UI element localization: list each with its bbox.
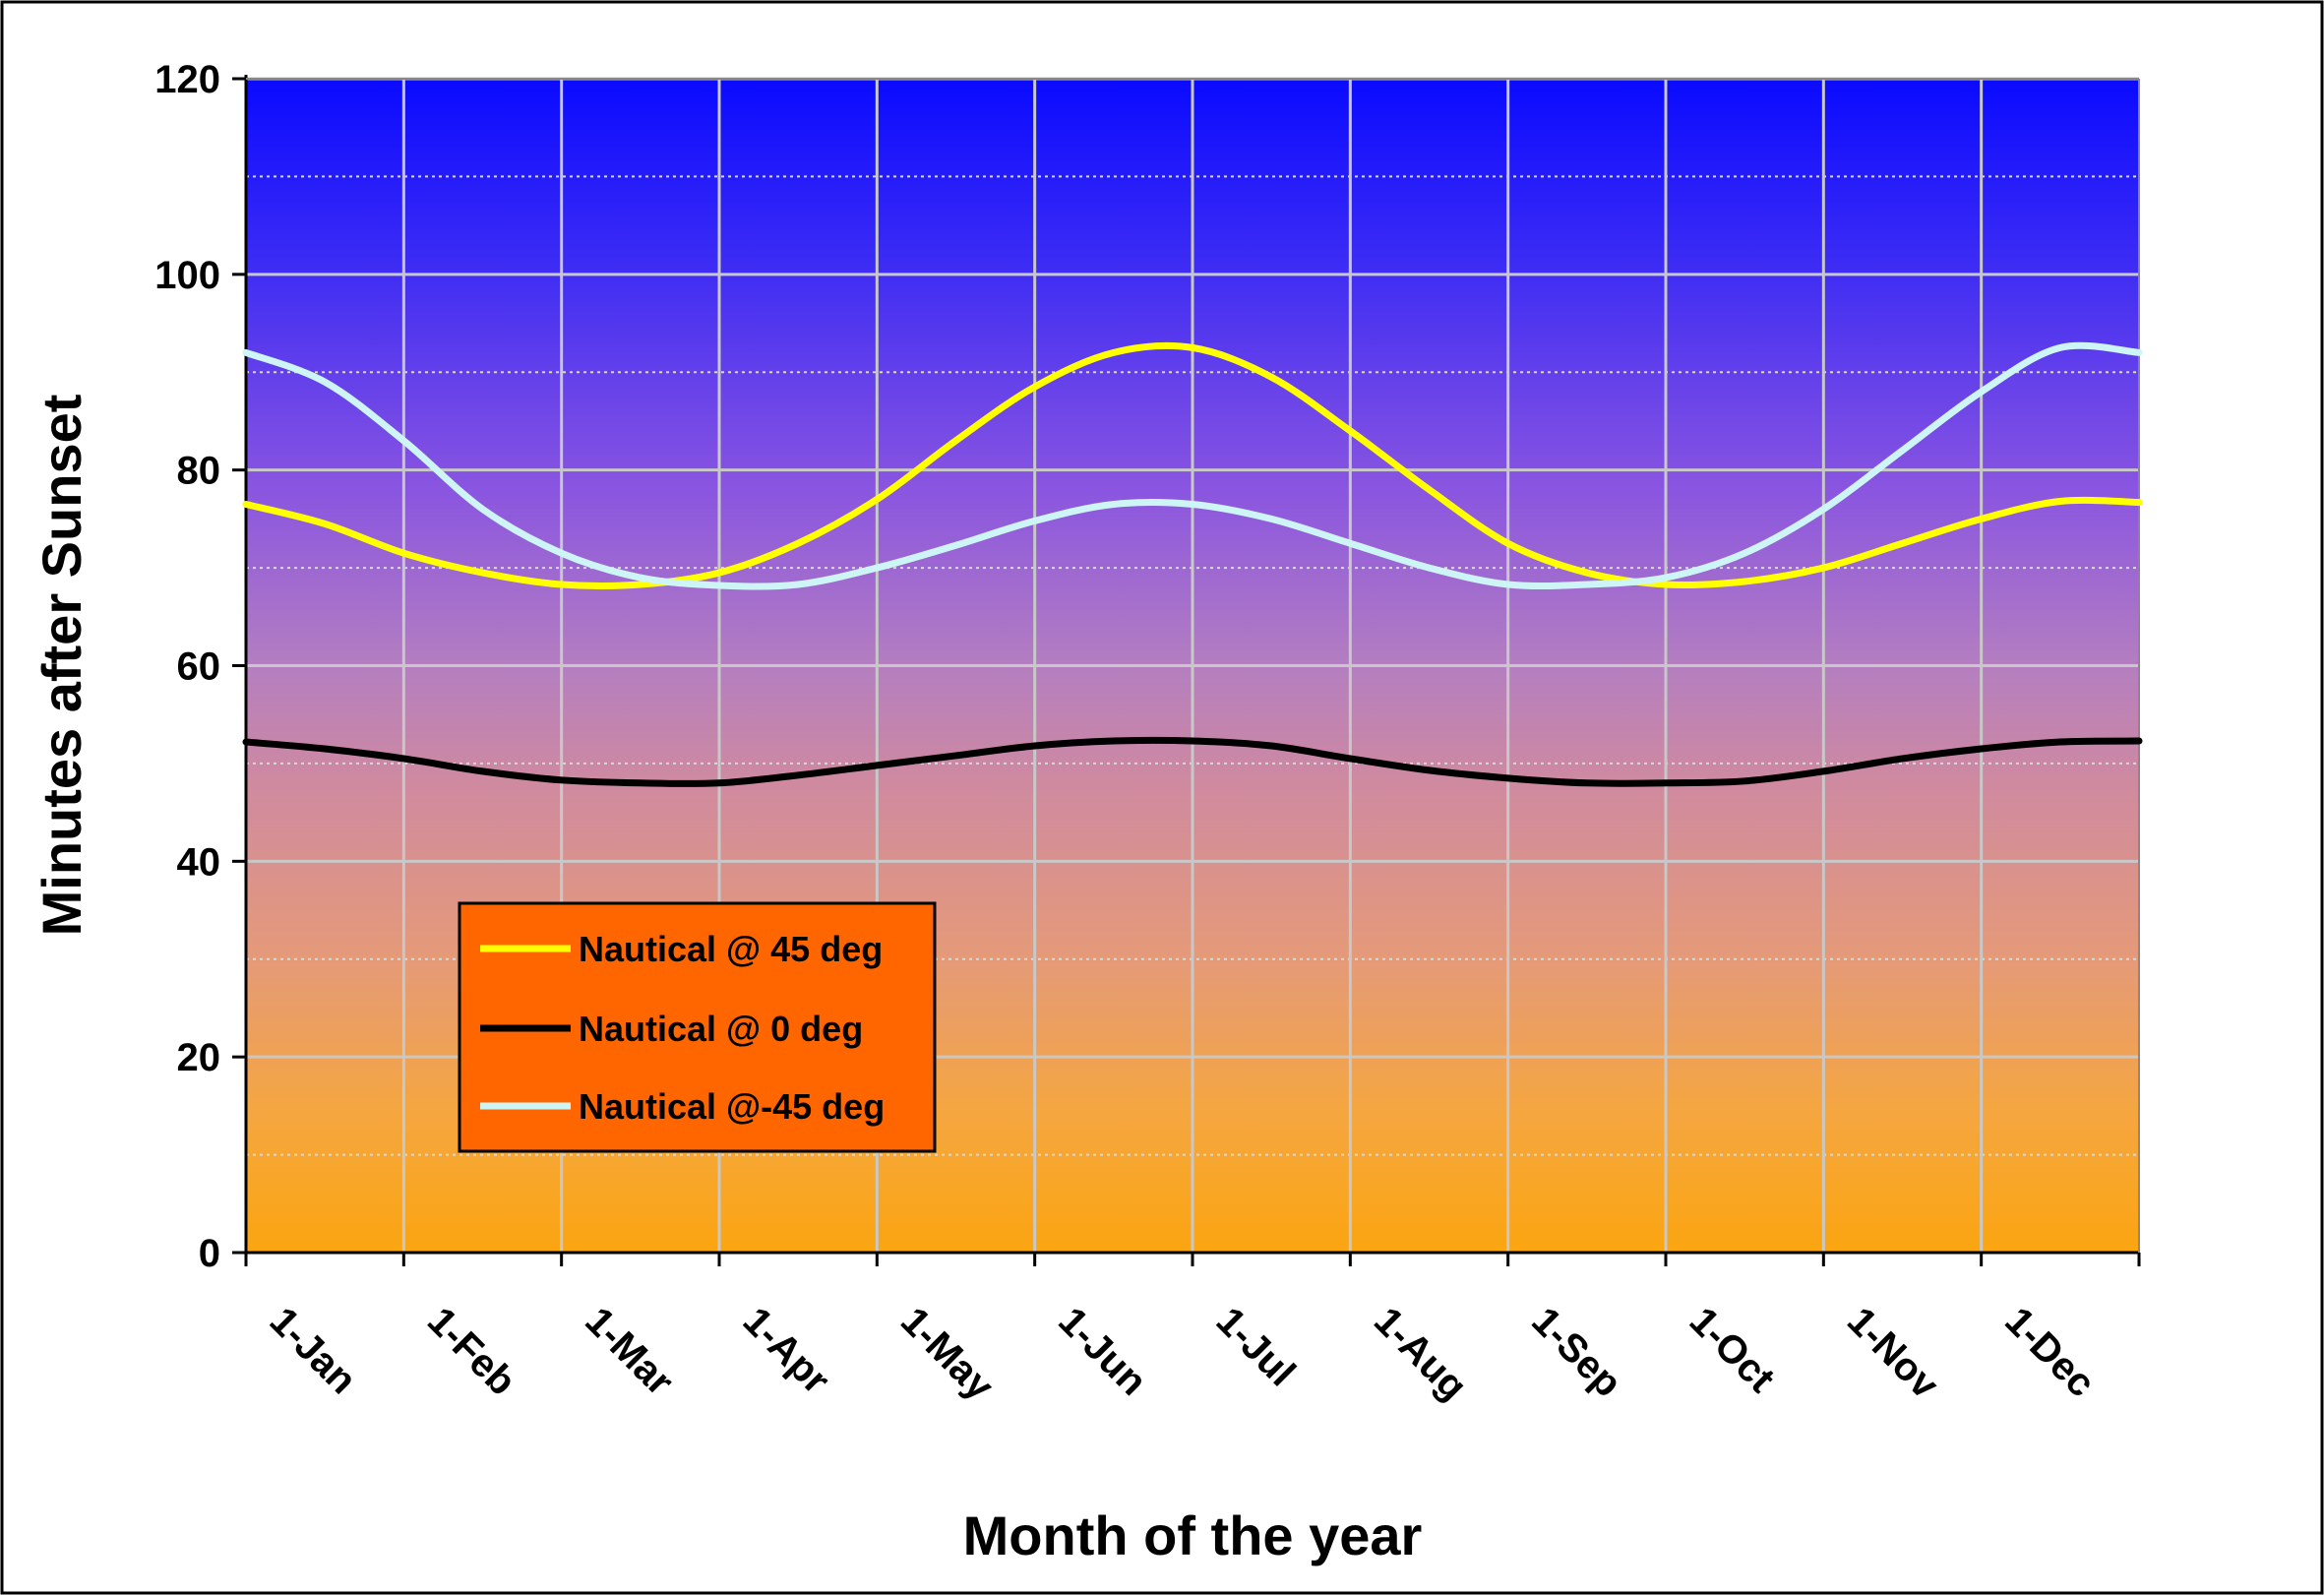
axes-layer <box>232 75 2141 1266</box>
legend: Nautical @ 45 deg Nautical @ 0 deg Nauti… <box>458 901 937 1153</box>
y-tick-label-40: 40 <box>177 840 221 884</box>
legend-label-neg45: Nautical @-45 deg <box>579 1086 885 1127</box>
legend-label-0: Nautical @ 0 deg <box>579 1009 863 1049</box>
y-tick-label-20: 20 <box>177 1036 221 1079</box>
series-line-1 <box>242 736 2143 788</box>
legend-label-45: Nautical @ 45 deg <box>579 929 883 969</box>
series-line-2 <box>242 341 2143 590</box>
y-axis-title: Minutes after Sunset <box>31 395 92 937</box>
y-tick-label-100: 100 <box>154 254 220 297</box>
y-tick-label-120: 120 <box>154 58 220 101</box>
y-tick-label-60: 60 <box>177 645 221 689</box>
series-layer <box>242 341 2143 788</box>
y-tick-label-0: 0 <box>199 1232 220 1275</box>
y-tick-label-80: 80 <box>177 450 221 493</box>
x-axis-title: Month of the year <box>963 1504 1423 1566</box>
series-line-0 <box>242 341 2143 589</box>
